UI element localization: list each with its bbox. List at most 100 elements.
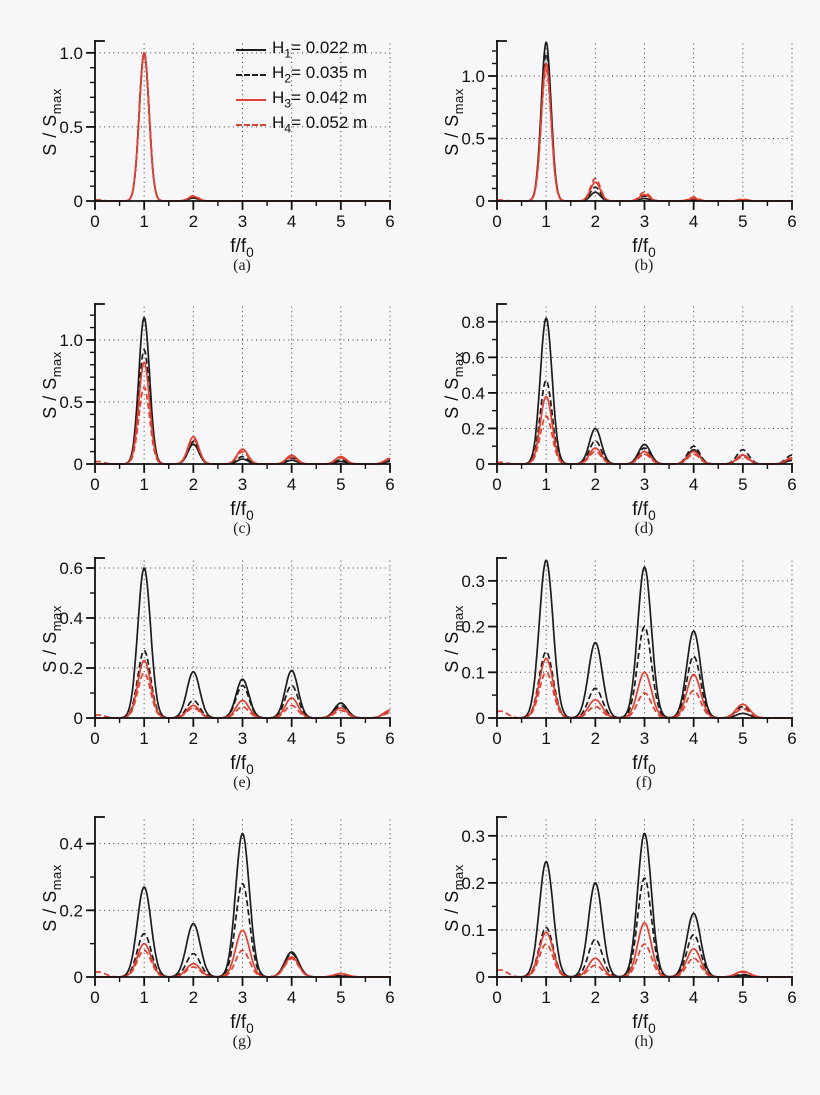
- series-curve-H1: [95, 567, 391, 719]
- y-axis-label: S / Smax: [40, 88, 64, 156]
- series-curve-H3: [497, 921, 792, 978]
- y-tick-label: 0.3: [461, 572, 485, 591]
- x-tick-label: 2: [189, 475, 198, 494]
- y-axis-label: S / Smax: [442, 88, 466, 156]
- subplot-c: 0 1 2 3 4 5 6 0 0.5 1.0 S / Smax f/f0 (c): [30, 299, 420, 559]
- subplot-h-chart: 0 1 2 3 4 5 6 0 0.1 0.2 0.3: [461, 816, 797, 1007]
- x-tick-label: 2: [591, 475, 600, 494]
- subplot-a-chart: 0 1 2 3 4 5 6 0 0.5 1.0: [59, 40, 395, 231]
- series-curve-H1: [497, 559, 792, 719]
- legend-label: H2= 0.035 m: [272, 63, 368, 86]
- x-tick-label: 2: [591, 988, 600, 1007]
- series-curve-H2: [95, 649, 391, 719]
- y-axis-label: S / Smax: [40, 351, 64, 419]
- x-tick-label: 5: [336, 212, 345, 231]
- series-curve-H3: [95, 361, 391, 465]
- x-tick-label: 1: [139, 212, 148, 231]
- x-tick-label: 6: [787, 988, 796, 1007]
- legend-line-sample: [236, 98, 266, 101]
- series-curve-H4: [94, 386, 391, 465]
- y-tick-label: 1.0: [461, 67, 485, 86]
- x-tick-label: 0: [90, 212, 99, 231]
- y-tick-label: 0: [74, 968, 83, 987]
- y-axis-label: S / Smax: [40, 605, 64, 673]
- subplot-caption: (g): [232, 1033, 252, 1050]
- x-tick-label: 6: [787, 475, 796, 494]
- subplot-caption: (f): [636, 774, 652, 791]
- y-tick-label: 0.6: [59, 559, 83, 578]
- x-tick-label: 6: [385, 729, 394, 748]
- x-tick-label: 0: [90, 475, 99, 494]
- y-tick-label: 0.4: [461, 384, 485, 403]
- x-tick-label: 1: [139, 475, 148, 494]
- x-axis-label: f/f0: [230, 753, 254, 777]
- y-tick-label: 0.5: [59, 118, 83, 137]
- series-curve-H1: [95, 316, 391, 465]
- x-axis-label: f/f0: [230, 499, 254, 523]
- series-curve-H2: [95, 882, 390, 978]
- series-curve-H4: [496, 415, 793, 465]
- subplot-c-chart: 0 1 2 3 4 5 6 0 0.5 1.0: [59, 303, 395, 494]
- y-tick-label: 0: [74, 455, 83, 474]
- y-tick-label: 0.6: [461, 348, 485, 367]
- series-curve-H3: [497, 62, 792, 202]
- y-tick-label: 0.8: [461, 313, 485, 332]
- subplot-a: 0 1 2 3 4 5 6 0 0.5 1.0 S / Smax f/f0 (a) H1= 0.0…: [30, 36, 420, 296]
- x-axis-label: f/f0: [632, 499, 656, 523]
- x-tick-label: 0: [90, 729, 99, 748]
- legend-label: H3= 0.042 m: [272, 88, 368, 111]
- x-tick-label: 4: [689, 988, 698, 1007]
- x-tick-label: 0: [492, 475, 501, 494]
- x-axis-label: f/f0: [230, 1012, 254, 1036]
- subplot-caption: (h): [634, 1033, 654, 1050]
- legend-label: H1= 0.022 m: [272, 38, 368, 61]
- series-curve-H1: [497, 317, 793, 465]
- x-tick-label: 3: [238, 729, 247, 748]
- x-tick-label: 0: [492, 729, 501, 748]
- x-tick-label: 4: [287, 729, 296, 748]
- series-curve-H4: [94, 672, 391, 719]
- y-tick-label: 1.0: [59, 44, 83, 63]
- x-tick-label: 5: [738, 212, 747, 231]
- series-curve-H3: [95, 659, 391, 719]
- x-tick-label: 1: [139, 729, 148, 748]
- x-tick-label: 3: [238, 212, 247, 231]
- x-tick-label: 4: [689, 212, 698, 231]
- y-tick-label: 0: [476, 709, 485, 728]
- y-tick-label: 0: [476, 192, 485, 211]
- subplot-d-chart: 0 1 2 3 4 5 6 0 0.2 0.4 0.6 0.8: [461, 303, 797, 494]
- x-tick-label: 6: [385, 475, 394, 494]
- x-axis-label: f/f0: [632, 236, 656, 260]
- x-tick-label: 6: [787, 212, 796, 231]
- x-tick-label: 0: [492, 988, 501, 1007]
- y-axis-label: S / Smax: [442, 605, 466, 673]
- subplot-h: 0 1 2 3 4 5 6 0 0.1 0.2 0.3 S / Smax f/f0 (h): [432, 812, 820, 1072]
- x-tick-label: 0: [90, 988, 99, 1007]
- y-tick-label: 1.0: [59, 331, 83, 350]
- legend-label: H4= 0.052 m: [272, 113, 368, 136]
- subplot-caption: (c): [233, 520, 251, 537]
- x-tick-label: 0: [492, 212, 501, 231]
- x-tick-label: 5: [738, 475, 747, 494]
- x-tick-label: 6: [385, 988, 394, 1007]
- x-axis-label: f/f0: [632, 753, 656, 777]
- x-tick-label: 1: [541, 475, 550, 494]
- x-tick-label: 2: [189, 729, 198, 748]
- subplot-f: 0 1 2 3 4 5 6 0 0.1 0.2 0.3 S / Smax f/f0 (f): [432, 553, 820, 813]
- legend-line-sample: [236, 48, 266, 51]
- series-curve-H3: [497, 657, 792, 719]
- series-curve-H2: [497, 379, 793, 465]
- series-curve-H4: [496, 671, 792, 719]
- y-tick-label: 0.4: [59, 609, 83, 628]
- series-curve-H4: [496, 68, 792, 202]
- y-tick-label: 0: [476, 455, 485, 474]
- x-tick-label: 3: [640, 212, 649, 231]
- x-axis-label: f/f0: [230, 236, 254, 260]
- y-tick-label: 0.2: [461, 419, 485, 438]
- x-tick-label: 6: [385, 212, 394, 231]
- x-tick-label: 3: [238, 988, 247, 1007]
- x-tick-label: 2: [591, 212, 600, 231]
- x-tick-label: 3: [640, 988, 649, 1007]
- series-curve-H2: [497, 625, 792, 719]
- subplot-caption: (e): [233, 774, 251, 791]
